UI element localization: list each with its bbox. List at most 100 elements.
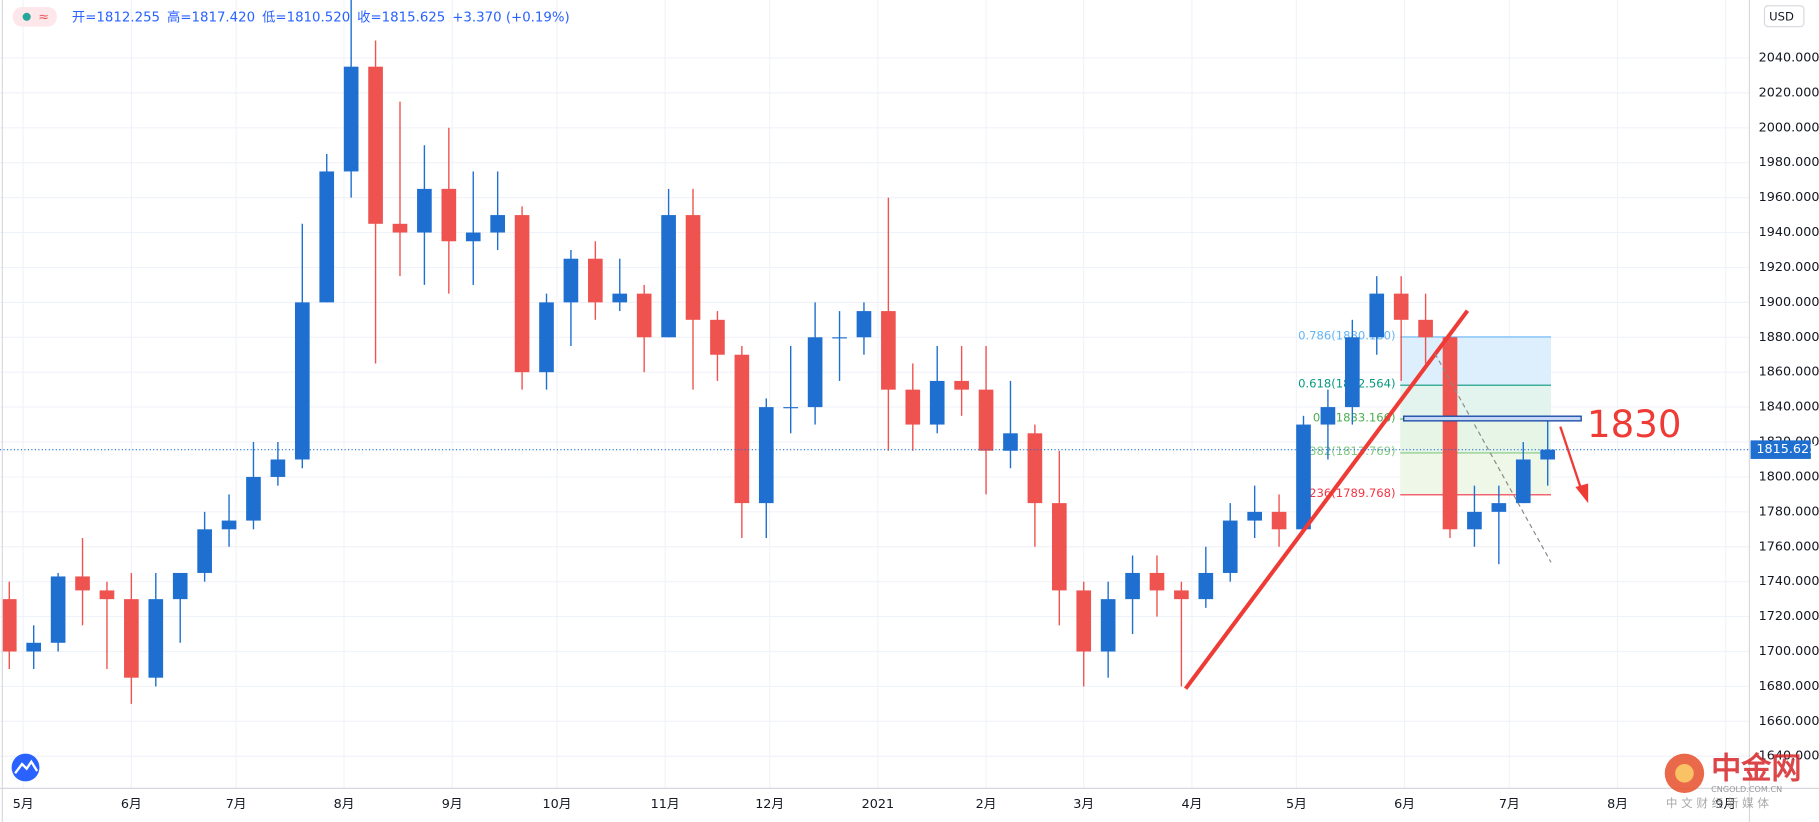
- candle-body: [1320, 407, 1336, 425]
- y-tick-label: 2000.000: [1759, 120, 1819, 135]
- candle-body: [270, 459, 286, 477]
- currency-button[interactable]: [1763, 5, 1805, 28]
- candle-body: [465, 232, 481, 242]
- candle-body: [246, 476, 261, 521]
- candle-body: [50, 576, 66, 643]
- ohlc-header: 开=1812.255 高=1817.420 低=1810.520 收=1815.625…: [72, 8, 570, 25]
- x-tick-label: 4月: [1181, 797, 1202, 812]
- candle-body: [588, 258, 603, 303]
- watermark-slogan: 中 文 财 经 新 媒 体: [1666, 796, 1770, 810]
- candle-body: [1369, 293, 1385, 338]
- candle-body: [221, 520, 237, 530]
- y-tick-label: 1660.000: [1759, 714, 1819, 729]
- candle-body: [1418, 319, 1433, 338]
- x-tick-label: 6月: [121, 797, 142, 812]
- status-icon: ≈: [38, 10, 49, 25]
- candle-body: [929, 380, 945, 425]
- watermark: 中金网 CNGOLD.COM.CN 中 文 财 经 新 媒 体: [1664, 750, 1802, 810]
- candle-body: [1174, 590, 1189, 600]
- y-tick-label: 1720.000: [1759, 609, 1819, 624]
- candle-body: [1296, 424, 1311, 530]
- dashed-line: [1434, 353, 1552, 563]
- candle-body: [636, 293, 652, 338]
- watermark-site: CNGOLD.COM.CN: [1711, 784, 1782, 794]
- fib-zone: [1400, 336, 1552, 386]
- fibonacci: 0.786(1880.180)0.618(1852.564)0.5(1833.1…: [1298, 328, 1552, 500]
- candle-body: [1491, 503, 1507, 512]
- y-tick-label: 1960.000: [1759, 190, 1819, 205]
- candle-body: [343, 66, 359, 172]
- y-tick-label: 1840.000: [1759, 400, 1819, 415]
- annotation: 1830: [1587, 403, 1681, 446]
- candle-body: [856, 311, 872, 338]
- y-tick-label: 2020.000: [1759, 85, 1819, 100]
- y-tick-label: 1760.000: [1759, 539, 1819, 554]
- candle-body: [26, 642, 42, 652]
- status-dot: [22, 12, 31, 21]
- candle-body: [1345, 337, 1360, 408]
- candle-body: [954, 380, 969, 390]
- candle-body: [881, 311, 896, 390]
- candle-body: [1003, 433, 1018, 451]
- y-tick-label: 1900.000: [1759, 295, 1819, 310]
- x-tick-label: 5月: [13, 797, 34, 812]
- fib-zone: [1400, 419, 1552, 453]
- fib-zone: [1400, 385, 1552, 420]
- candle-body: [685, 215, 701, 320]
- ohlc-item: 开=1812.255: [72, 10, 160, 25]
- y-tick-label: 1700.000: [1759, 644, 1819, 659]
- candle-body: [1393, 293, 1409, 320]
- candle-body: [807, 337, 823, 408]
- y-tick-label: 1640.000: [1759, 749, 1819, 764]
- x-tick-label: 6月: [1394, 797, 1415, 812]
- candle-body: [832, 337, 847, 339]
- candle-body: [172, 572, 188, 600]
- y-tick-label: 1860.000: [1759, 365, 1819, 380]
- candle-body: [1247, 511, 1262, 521]
- candle-body: [905, 389, 921, 425]
- candle-body: [417, 188, 432, 233]
- x-tick-label: 12月: [755, 797, 784, 812]
- x-tick-label: 2021: [862, 797, 894, 812]
- x-tick-label: 7月: [1499, 797, 1520, 812]
- candle-body: [1051, 503, 1067, 591]
- arrow-head: [1575, 483, 1589, 504]
- candle-body: [1442, 337, 1458, 530]
- ohlc-item: 低=1810.520: [262, 9, 350, 25]
- fib-label: 0.236(1789.768): [1298, 486, 1395, 500]
- fib-label: 0.382(1813.769): [1298, 444, 1395, 458]
- candle-body: [441, 188, 457, 242]
- candle-body: [1540, 449, 1556, 460]
- x-tick-label: 7月: [226, 797, 247, 812]
- ohlc-item: 收=1815.625: [357, 9, 445, 25]
- x-tick-label: 10月: [543, 797, 572, 812]
- x-tick-label: 8月: [334, 797, 355, 812]
- candle-body: [514, 215, 530, 373]
- x-tick-label: 9月: [1715, 797, 1736, 812]
- y-tick-label: 1780.000: [1759, 504, 1819, 519]
- candle-body: [1198, 572, 1214, 600]
- x-tick-label: 2月: [976, 797, 997, 812]
- arrow: [1559, 426, 1584, 494]
- price-tag-label: 1815.625: [1756, 442, 1817, 457]
- candle-body: [1100, 599, 1116, 652]
- currency[interactable]: USD: [1769, 9, 1794, 23]
- y-tick-label: 1940.000: [1759, 225, 1819, 240]
- x-tick-label: 9月: [442, 797, 463, 812]
- candle-body: [1027, 433, 1043, 504]
- axes: 1640.000 1660.000 1680.000 1700.000 1720.000…: [0, 50, 1819, 812]
- candles: [1, 0, 1556, 704]
- candle-body: [1076, 590, 1092, 652]
- candle-body: [1271, 511, 1287, 530]
- highlight-box: [1402, 415, 1582, 422]
- candle-body: [1222, 520, 1238, 573]
- candle-body: [783, 407, 799, 409]
- candle-body: [734, 354, 750, 504]
- price-tag: [1750, 440, 1811, 459]
- logo-mark: [14, 759, 39, 775]
- candle-body: [758, 407, 774, 504]
- candle-body: [1125, 572, 1140, 600]
- x-tick-label: 11月: [651, 797, 680, 812]
- candle-body: [1149, 572, 1165, 591]
